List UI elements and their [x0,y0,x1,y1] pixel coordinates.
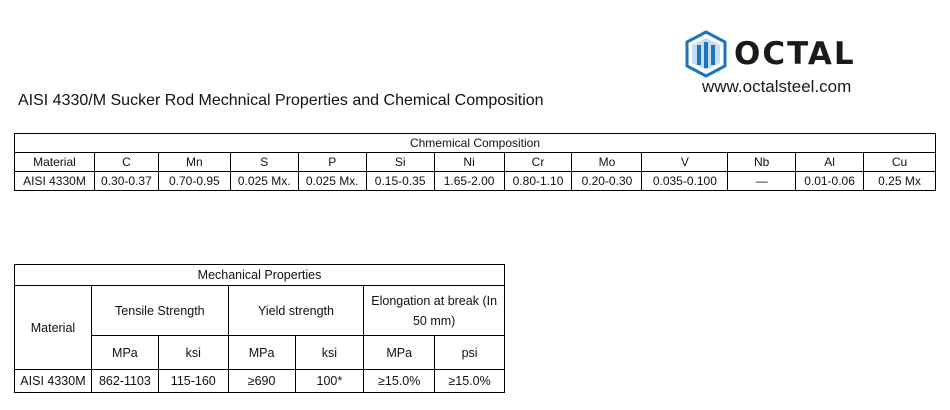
column-header: Ni [433,152,505,172]
column-header: V [641,152,729,172]
table-row: AISI 4330M 862-1103 115-160 ≥690 100* ≥1… [14,369,505,393]
chemical-table-caption: Chmemical Composition [14,133,936,153]
brand-logo: OCTAL www.octalsteel.com [684,30,884,100]
column-header: C [93,152,159,172]
group-header-tensile: Tensile Strength [90,285,229,336]
table-cell: 1.65-2.00 [433,171,505,191]
logo-brand-name: OCTAL [734,36,856,72]
table-cell: 0.025 Mx. [229,171,299,191]
table-cell: ≥690 [227,369,296,393]
octal-logo-icon [685,30,727,78]
group-header-elongation: Elongation at break (In 50 mm) [363,285,505,336]
table-cell: ≥15.0% [363,369,436,393]
chemical-composition-table: Chmemical Composition Material C Mn S P … [14,133,936,191]
table-cell: 100* [294,369,365,393]
column-header: Cu [863,152,936,172]
column-header: Cr [503,152,573,172]
table-cell: AISI 4330M [14,369,92,393]
column-header: Nb [727,152,797,172]
unit-header: ksi [157,335,229,370]
mechanical-properties-table: Mechanical Properties Material Tensile S… [14,264,505,393]
unit-header: ksi [294,335,365,370]
table-cell: 115-160 [157,369,229,393]
column-header: S [229,152,299,172]
unit-header: MPa [363,335,436,370]
unit-header: MPa [90,335,159,370]
table-cell: 0.80-1.10 [503,171,573,191]
table-row: AISI 4330M 0.30-0.37 0.70-0.95 0.025 Mx.… [14,171,936,191]
table-cell: 0.70-0.95 [157,171,231,191]
document-title: AISI 4330/M Sucker Rod Mechnical Propert… [18,92,544,109]
table-cell: AISI 4330M [14,171,95,191]
material-header: Material [14,285,92,370]
logo-website-url: www.octalsteel.com [702,77,852,96]
table-cell: — [727,171,797,191]
table-cell: 0.30-0.37 [93,171,159,191]
table-cell: ≥15.0% [434,369,505,393]
table-cell: 0.25 Mx [863,171,936,191]
table-cell: 0.01-0.06 [795,171,865,191]
column-header: Al [795,152,865,172]
table-cell: 0.15-0.35 [365,171,435,191]
group-header-yield: Yield strength [227,285,365,336]
column-header: Material [14,152,95,172]
column-header: Mn [157,152,231,172]
unit-header: psi [434,335,505,370]
unit-header: MPa [227,335,296,370]
table-cell: 0.035-0.100 [641,171,729,191]
column-header: P [297,152,367,172]
table-cell: 0.20-0.30 [571,171,643,191]
column-header: Mo [571,152,643,172]
mechanical-table-caption: Mechanical Properties [14,264,505,286]
table-cell: 0.025 Mx. [297,171,367,191]
table-cell: 862-1103 [90,369,159,393]
column-header: Si [365,152,435,172]
